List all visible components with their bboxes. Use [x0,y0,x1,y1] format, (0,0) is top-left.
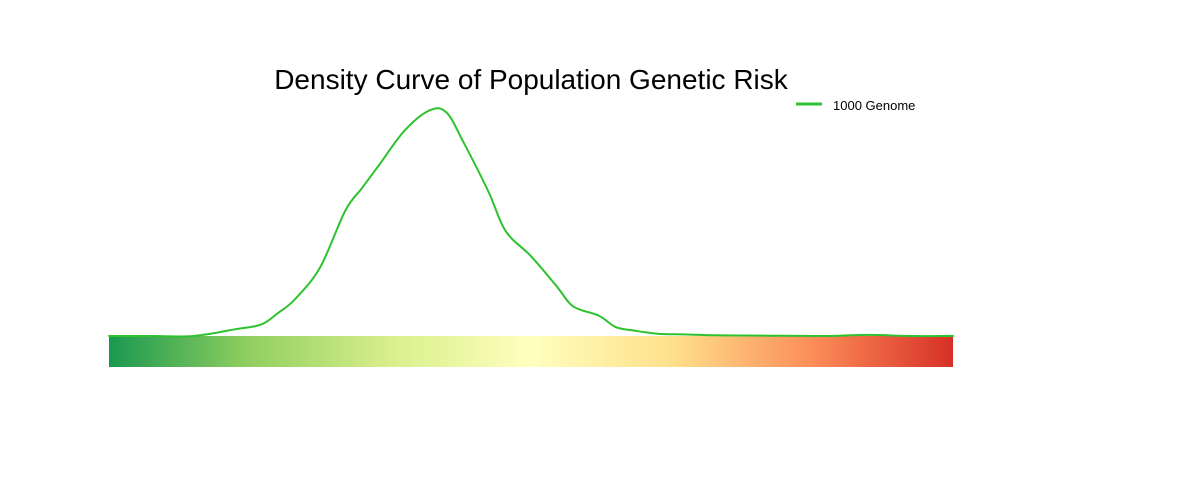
density-curve-1000-genome [108,107,954,338]
risk-color-bar [109,336,953,367]
chart-title: Density Curve of Population Genetic Risk [274,64,789,95]
legend-label: 1000 Genome [833,98,915,113]
legend: 1000 Genome [796,98,915,113]
